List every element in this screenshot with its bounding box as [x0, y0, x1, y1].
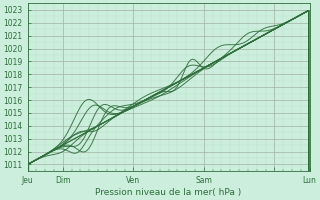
X-axis label: Pression niveau de la mer( hPa ): Pression niveau de la mer( hPa ): [95, 188, 242, 197]
